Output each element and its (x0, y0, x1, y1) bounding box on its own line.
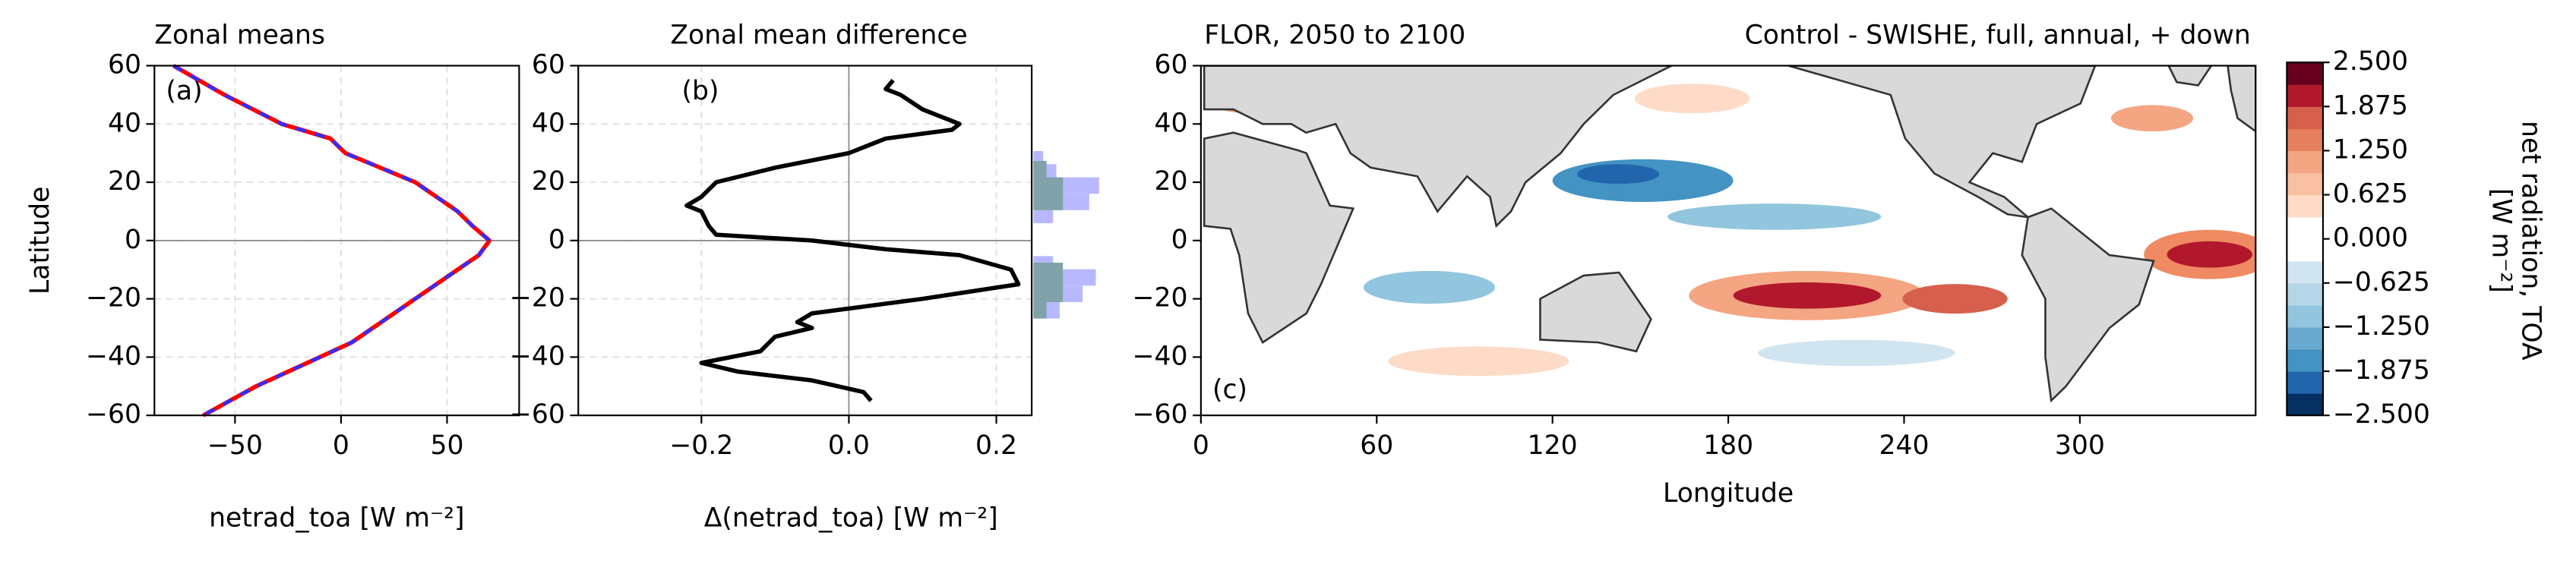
colorbar-swatch (2287, 348, 2323, 372)
colorbar-tick-label: 1.875 (2333, 90, 2408, 121)
panel-label: (b) (681, 76, 719, 106)
y-tick-label: −40 (1133, 341, 1188, 371)
colorbar-tick-label: 0.625 (2333, 179, 2408, 210)
y-tick-label: 20 (108, 166, 141, 197)
colorbar-swatch (2287, 84, 2323, 107)
y-tick-label: −40 (86, 341, 141, 371)
colorbar-tick-label: 2.500 (2333, 46, 2408, 77)
colorbar-label: [W m⁻²] (2486, 188, 2517, 293)
y-tick-label: 40 (1155, 108, 1188, 138)
x-axis-label: Δ(netrad_toa) [W m⁻²] (704, 503, 998, 533)
colorbar-swatch (2287, 194, 2323, 218)
x-tick-label: −0.2 (669, 430, 733, 461)
colorbar-tick-label: −1.250 (2333, 311, 2430, 342)
colorbar-tick-label: −0.625 (2333, 267, 2430, 298)
colorbar-swatch (2287, 172, 2323, 196)
panel-title: Zonal means (154, 20, 325, 51)
x-tick-label: 180 (1703, 430, 1753, 461)
colorbar-swatch (2287, 62, 2323, 85)
panel-title: FLOR, 2050 to 2100 (1204, 20, 1465, 51)
x-tick-label: 0.2 (975, 430, 1017, 461)
panel-title: Zonal mean difference (670, 20, 967, 51)
y-tick-label: 20 (1155, 166, 1188, 197)
axes-frame (1199, 65, 2257, 417)
y-tick-label: 60 (108, 50, 141, 80)
colorbar-swatch (2287, 304, 2323, 328)
map-field (1200, 65, 2256, 416)
y-tick-label: −60 (510, 399, 565, 430)
y-tick-label: −20 (1133, 283, 1188, 314)
colorbar-swatch (2287, 106, 2323, 130)
axes-frame (577, 65, 1033, 417)
colorbar-swatch (2287, 282, 2323, 306)
y-tick-label: 0 (548, 225, 565, 255)
y-tick-label: 40 (532, 108, 565, 138)
panel-label: (c) (1212, 375, 1247, 405)
y-tick-label: −20 (510, 283, 565, 314)
line-series (684, 78, 1021, 402)
x-tick-label: 0 (333, 430, 349, 461)
colorbar-swatch (2287, 150, 2323, 174)
x-tick-label: 0 (1193, 430, 1209, 461)
colorbar-label: net radiation, TOA (2515, 121, 2546, 361)
colorbar-swatch (2287, 260, 2323, 284)
x-tick-label: 300 (2055, 430, 2105, 461)
y-axis-label: Latitude (25, 187, 55, 295)
colorbar-tick-label: 0.000 (2333, 223, 2408, 254)
colorbar-tick-label: −2.500 (2333, 399, 2430, 430)
x-tick-label: 240 (1879, 430, 1929, 461)
x-tick-label: 50 (430, 430, 463, 461)
side-histogram (1033, 150, 1099, 319)
y-tick-label: −60 (86, 399, 141, 430)
x-tick-label: −50 (207, 430, 263, 461)
panel-title-right: Control - SWISHE, full, annual, + down (1745, 20, 2251, 51)
x-tick-label: 60 (1360, 430, 1393, 461)
x-tick-label: 120 (1528, 430, 1578, 461)
y-tick-label: −60 (1133, 399, 1188, 430)
y-tick-label: 20 (532, 166, 565, 197)
y-tick-label: 0 (1171, 225, 1188, 255)
colorbar-swatch (2287, 371, 2323, 394)
colorbar-swatch (2287, 216, 2323, 240)
y-tick-label: 0 (125, 225, 141, 255)
colorbar-swatch (2287, 128, 2323, 152)
colorbar-tick-label: 1.250 (2333, 134, 2408, 165)
x-axis-label: Longitude (1663, 478, 1794, 509)
line-series (172, 64, 492, 418)
colorbar-tick-label: −1.875 (2333, 355, 2430, 386)
axes-frame (153, 65, 520, 417)
x-tick-label: 0.0 (828, 430, 870, 461)
y-tick-label: 60 (532, 50, 565, 80)
colorbar-swatch (2287, 326, 2323, 350)
x-axis-label: netrad_toa [W m⁻²] (209, 503, 464, 533)
colorbar-swatch (2287, 393, 2323, 416)
y-tick-label: 40 (108, 108, 141, 138)
y-tick-label: 60 (1155, 50, 1188, 80)
y-tick-label: −20 (86, 283, 141, 314)
colorbar-swatch (2287, 238, 2323, 262)
y-tick-label: −40 (510, 341, 565, 371)
